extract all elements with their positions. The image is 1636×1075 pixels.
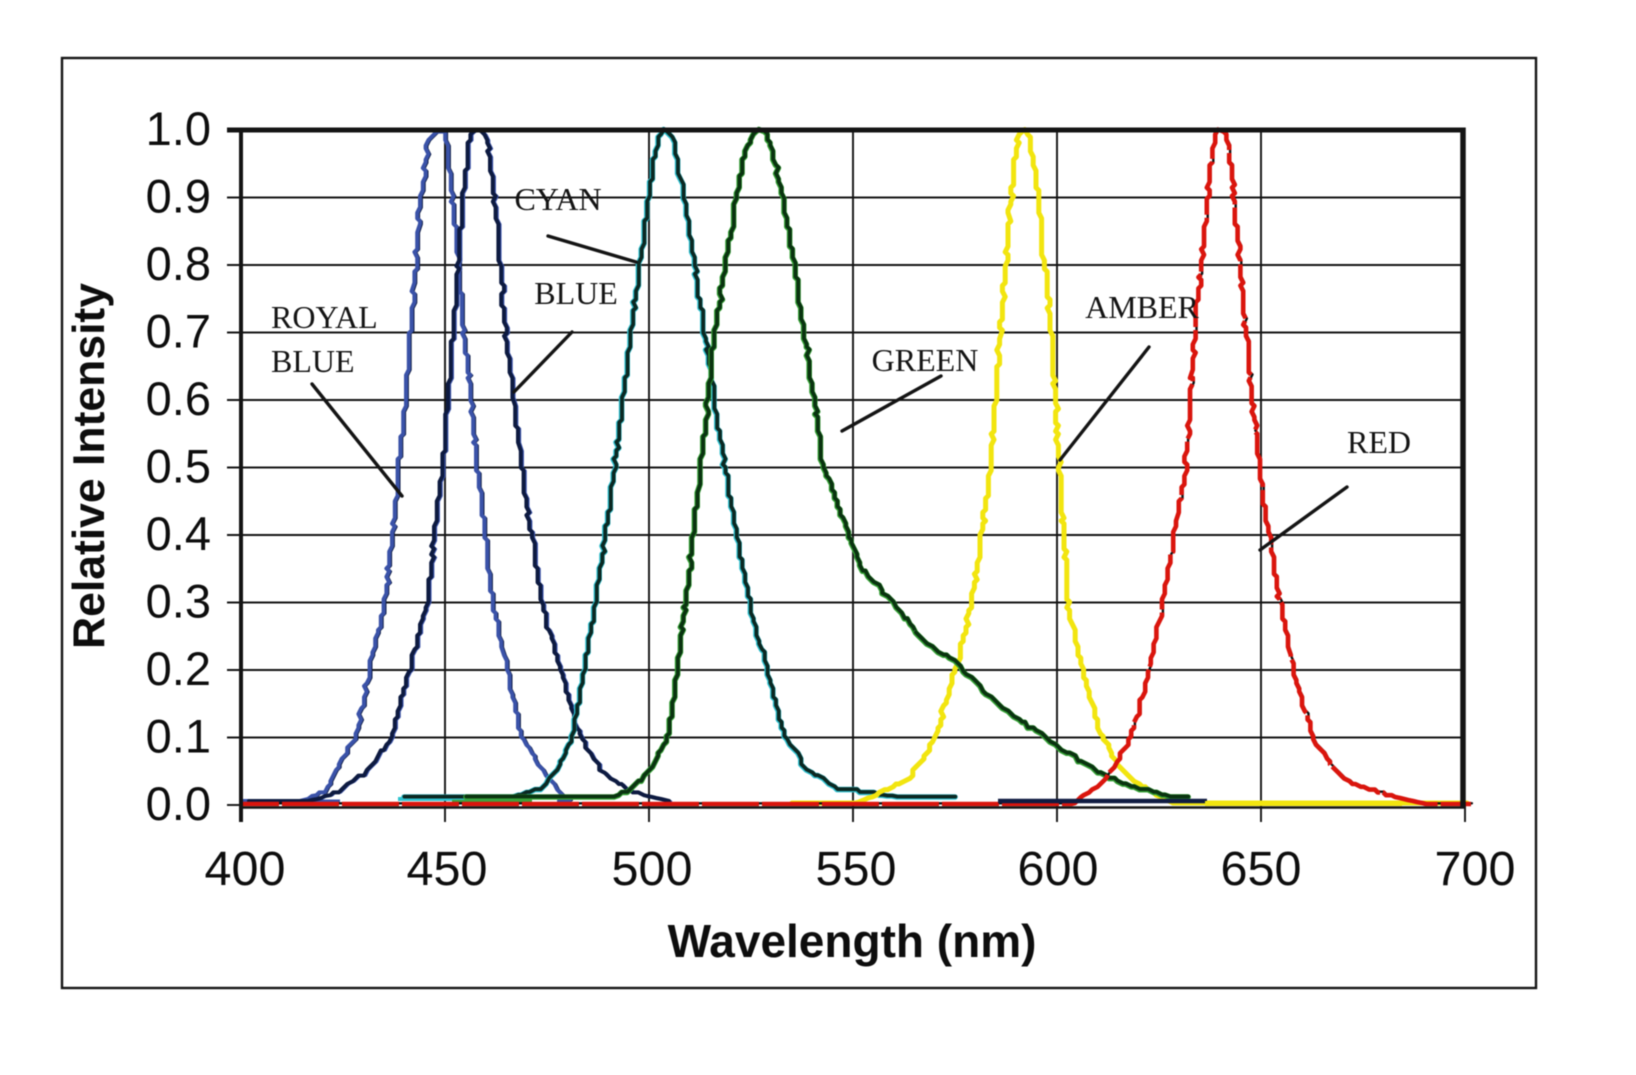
svg-text:0.6: 0.6 (146, 372, 211, 425)
svg-text:0.5: 0.5 (146, 440, 211, 493)
svg-text:0.0: 0.0 (146, 777, 211, 830)
svg-text:RED: RED (1347, 424, 1411, 460)
svg-text:0.8: 0.8 (146, 237, 211, 290)
svg-text:GREEN: GREEN (872, 342, 979, 378)
svg-text:Relative Intensity: Relative Intensity (65, 283, 114, 649)
svg-text:BLUE: BLUE (271, 343, 355, 379)
svg-text:ROYAL: ROYAL (271, 299, 378, 335)
svg-text:1.0: 1.0 (146, 102, 211, 155)
svg-text:500: 500 (612, 842, 693, 896)
svg-text:0.7: 0.7 (146, 305, 211, 358)
svg-text:BLUE: BLUE (534, 275, 618, 311)
svg-text:AMBER: AMBER (1085, 289, 1199, 325)
svg-text:0.3: 0.3 (146, 575, 211, 628)
svg-text:450: 450 (407, 842, 488, 896)
svg-text:600: 600 (1018, 842, 1099, 896)
svg-text:0.2: 0.2 (146, 642, 211, 695)
svg-text:700: 700 (1435, 842, 1516, 896)
svg-text:550: 550 (816, 842, 897, 896)
svg-text:Wavelength (nm): Wavelength (nm) (668, 915, 1037, 967)
svg-text:650: 650 (1221, 842, 1302, 896)
svg-text:0.9: 0.9 (146, 170, 211, 223)
svg-text:CYAN: CYAN (514, 181, 601, 217)
svg-text:0.4: 0.4 (146, 507, 211, 560)
svg-text:400: 400 (205, 842, 286, 896)
svg-text:0.1: 0.1 (146, 710, 211, 763)
